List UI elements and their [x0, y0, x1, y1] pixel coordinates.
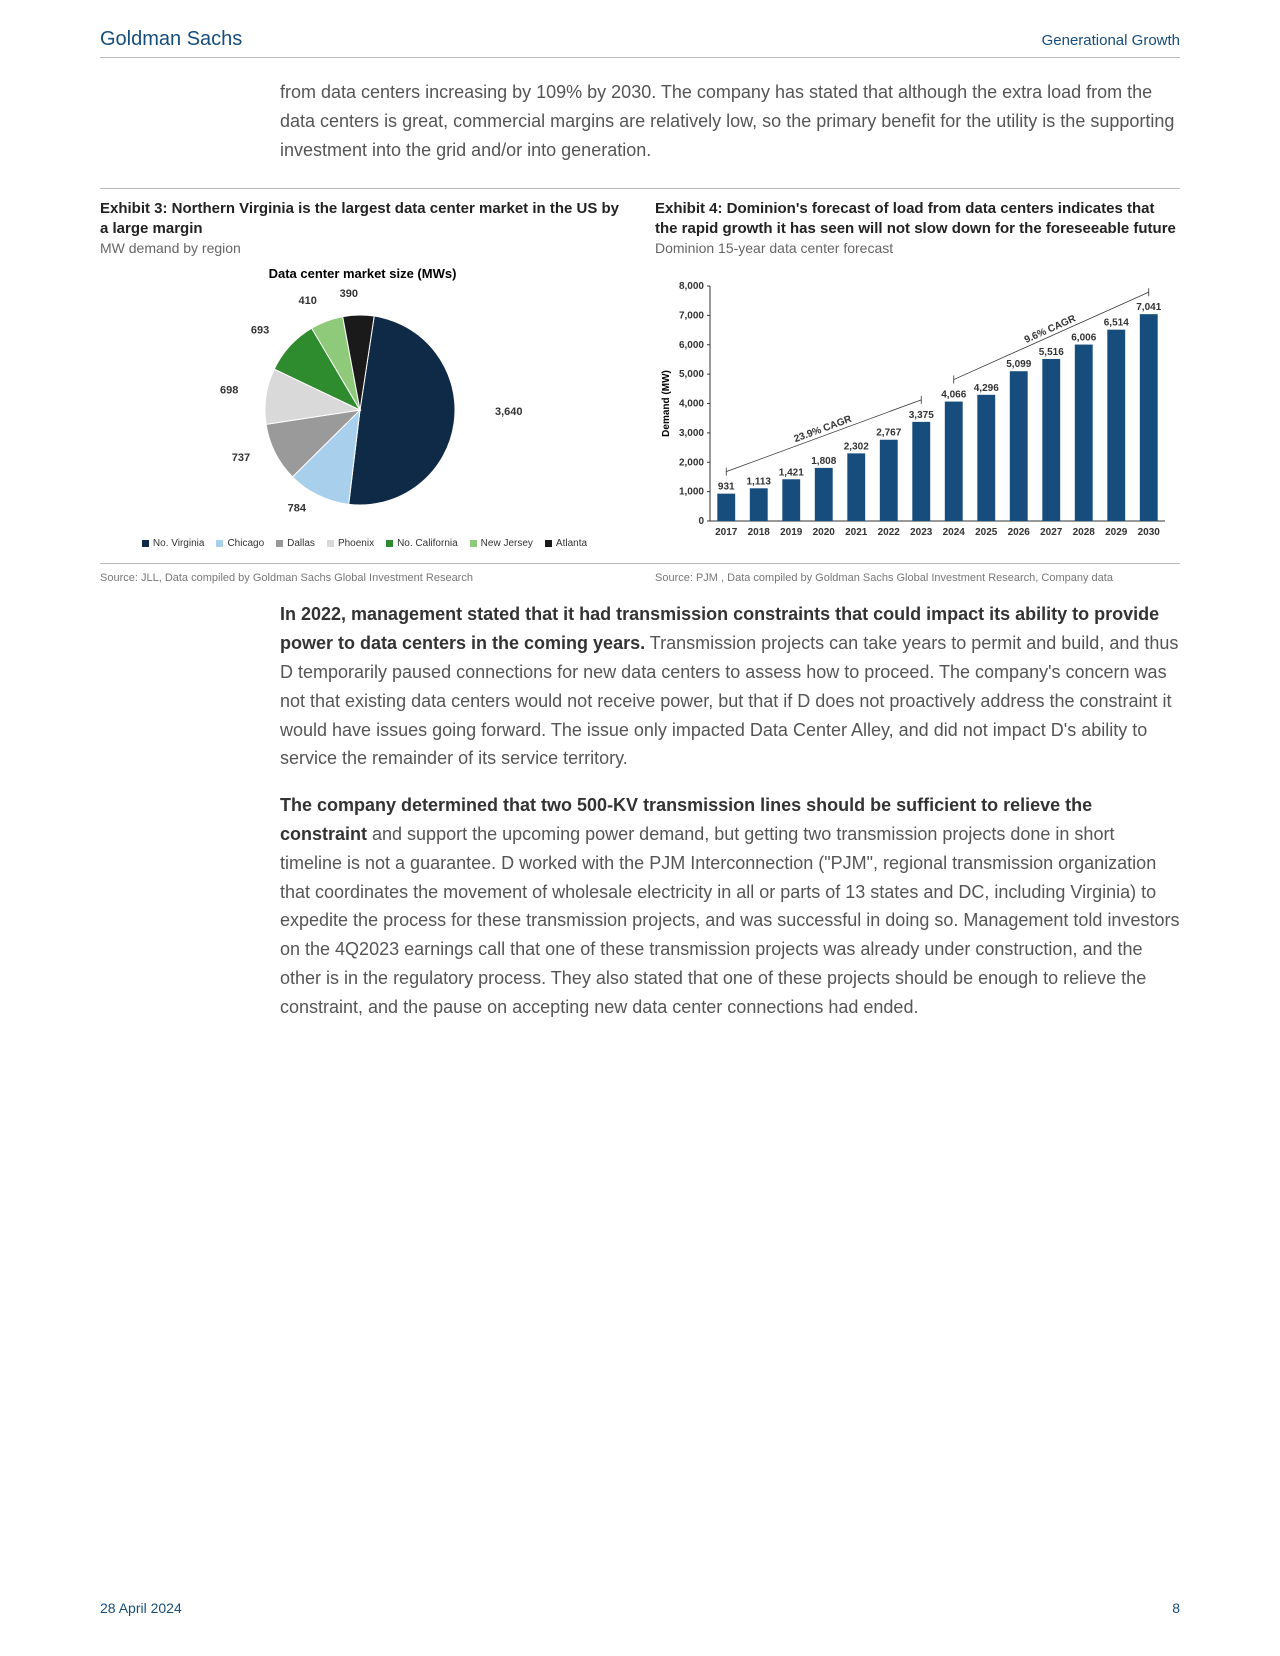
svg-text:3,000: 3,000 [679, 428, 704, 439]
source-row: Source: JLL, Data compiled by Goldman Sa… [100, 563, 1180, 584]
svg-text:1,808: 1,808 [811, 456, 836, 467]
svg-text:2029: 2029 [1105, 527, 1128, 538]
report-title: Generational Growth [1042, 32, 1180, 49]
svg-text:7,041: 7,041 [1136, 303, 1161, 314]
exhibits-row: Exhibit 3: Northern Virginia is the larg… [100, 188, 1180, 551]
exhibit3-source: Source: JLL, Data compiled by Goldman Sa… [100, 572, 625, 584]
svg-text:2030: 2030 [1138, 527, 1161, 538]
p2-rest: and support the upcoming power demand, b… [280, 824, 1179, 1017]
svg-text:7,000: 7,000 [679, 311, 704, 322]
svg-text:1,000: 1,000 [679, 487, 704, 498]
svg-text:1,421: 1,421 [779, 468, 804, 479]
svg-text:2025: 2025 [975, 527, 998, 538]
svg-text:0: 0 [698, 516, 704, 527]
svg-text:3,640: 3,640 [495, 406, 523, 418]
exhibit-4: Exhibit 4: Dominion's forecast of load f… [655, 199, 1180, 551]
svg-text:2,302: 2,302 [844, 442, 869, 453]
exhibit3-subtitle: MW demand by region [100, 240, 625, 256]
svg-text:2026: 2026 [1008, 527, 1031, 538]
svg-text:23.9% CAGR: 23.9% CAGR [793, 414, 854, 446]
footer-page: 8 [1172, 1600, 1180, 1616]
svg-text:698: 698 [220, 385, 238, 397]
svg-text:4,296: 4,296 [974, 383, 999, 394]
pie-chart-title: Data center market size (MWs) [100, 266, 625, 281]
svg-text:2,000: 2,000 [679, 458, 704, 469]
exhibit4-source: Source: PJM , Data compiled by Goldman S… [655, 572, 1180, 584]
p1-rest: Transmission projects can take years to … [280, 633, 1178, 768]
svg-text:931: 931 [718, 482, 735, 493]
svg-text:4,000: 4,000 [679, 399, 704, 410]
svg-text:8,000: 8,000 [679, 281, 704, 292]
brand: Goldman Sachs [100, 28, 242, 51]
svg-text:2021: 2021 [845, 527, 868, 538]
svg-text:3,375: 3,375 [909, 410, 934, 421]
svg-text:4,066: 4,066 [941, 390, 966, 401]
pie-legend: No. VirginiaChicagoDallasPhoenixNo. Cali… [100, 538, 625, 549]
exhibit-3: Exhibit 3: Northern Virginia is the larg… [100, 199, 625, 551]
svg-text:2,767: 2,767 [876, 428, 901, 439]
svg-text:2028: 2028 [1073, 527, 1096, 538]
page-footer: 28 April 2024 8 [100, 1600, 1180, 1616]
svg-text:6,514: 6,514 [1104, 318, 1129, 329]
svg-text:2017: 2017 [715, 527, 738, 538]
svg-text:390: 390 [340, 288, 358, 300]
svg-text:5,516: 5,516 [1039, 347, 1064, 358]
exhibit4-subtitle: Dominion 15-year data center forecast [655, 240, 1180, 256]
svg-text:2023: 2023 [910, 527, 933, 538]
svg-text:Demand (MW): Demand (MW) [661, 371, 672, 438]
svg-text:2020: 2020 [813, 527, 836, 538]
svg-text:2024: 2024 [943, 527, 966, 538]
footer-date: 28 April 2024 [100, 1600, 182, 1616]
svg-text:737: 737 [232, 452, 250, 464]
svg-text:6,006: 6,006 [1071, 333, 1096, 344]
svg-text:2019: 2019 [780, 527, 803, 538]
page-header: Goldman Sachs Generational Growth [100, 28, 1180, 58]
svg-text:5,000: 5,000 [679, 370, 704, 381]
exhibit4-title: Exhibit 4: Dominion's forecast of load f… [655, 199, 1180, 238]
svg-text:1,113: 1,113 [747, 477, 772, 488]
svg-text:784: 784 [288, 503, 307, 515]
svg-text:2022: 2022 [878, 527, 901, 538]
svg-text:410: 410 [298, 296, 316, 308]
pie-chart: 3,640 784 737 698 693 410 390 [100, 285, 625, 530]
svg-text:2027: 2027 [1040, 527, 1063, 538]
svg-text:2018: 2018 [748, 527, 771, 538]
intro-paragraph: from data centers increasing by 109% by … [280, 78, 1180, 164]
svg-text:693: 693 [251, 325, 269, 337]
body-text: In 2022, management stated that it had t… [280, 600, 1180, 1021]
bar-chart: 0 1,000 2,000 3,000 4,000 5,000 6,000 7,000 8,00… [655, 266, 1180, 551]
exhibit3-title: Exhibit 3: Northern Virginia is the larg… [100, 199, 625, 238]
svg-text:5,099: 5,099 [1006, 360, 1031, 371]
svg-text:6,000: 6,000 [679, 340, 704, 351]
svg-text:9.6% CAGR: 9.6% CAGR [1023, 313, 1078, 346]
